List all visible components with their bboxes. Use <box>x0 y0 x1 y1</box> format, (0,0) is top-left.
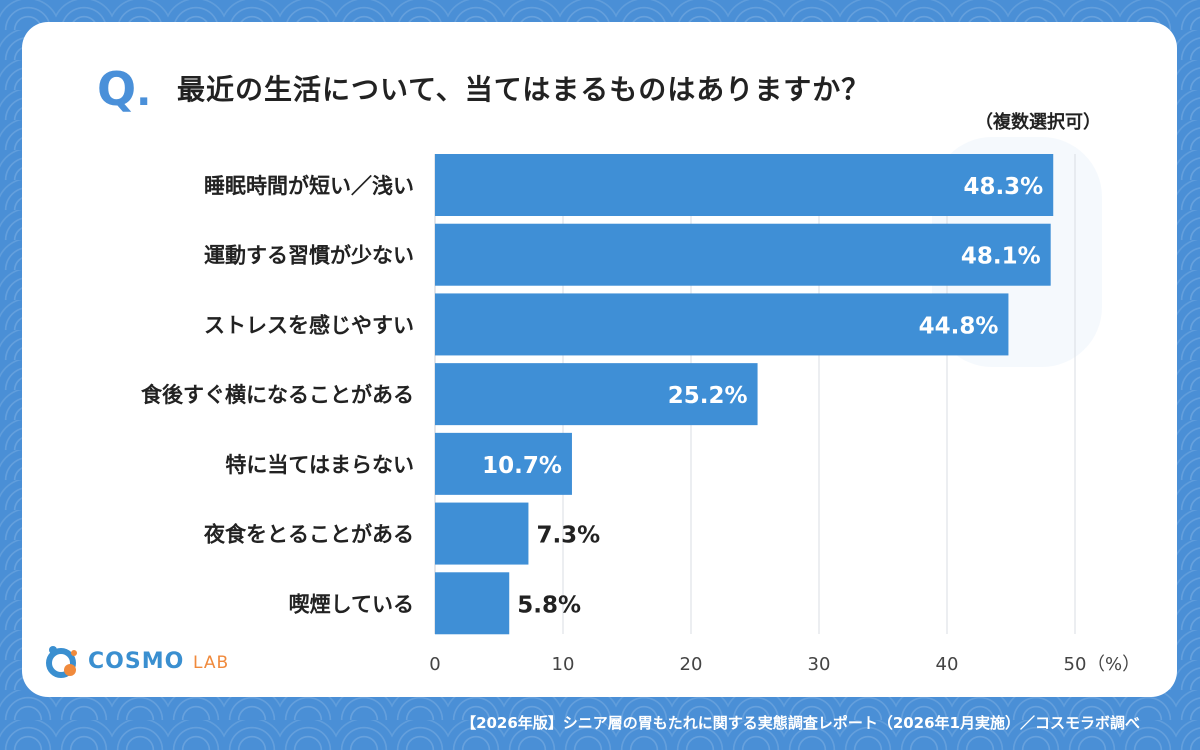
value-label: 7.3% <box>536 523 600 549</box>
category-label: ストレスを感じやすい <box>204 313 414 337</box>
value-label: 25.2% <box>668 383 748 409</box>
cosmo-lab-logo: COSMO LAB <box>44 644 229 678</box>
bar <box>435 223 1051 286</box>
bar <box>435 154 1054 216</box>
category-label: 喫煙している <box>289 592 414 616</box>
category-label: 睡眠時間が短い／浅い <box>204 174 414 198</box>
question-title: 最近の生活について、当てはまるものはありますか？ <box>177 73 871 106</box>
x-tick-label: 30 <box>808 654 831 675</box>
value-label: 48.1% <box>961 244 1041 270</box>
x-tick-label: 10 <box>552 654 575 675</box>
x-tick-label: 20 <box>680 654 703 675</box>
multiple-choice-note: （複数選択可） <box>975 112 1101 133</box>
source-footer: 【2026年版】シニア層の胃もたれに関する実態調査レポート（2026年1月実施）… <box>461 714 1140 732</box>
x-tick-label: 0 <box>429 654 440 675</box>
value-label: 5.8% <box>517 592 581 618</box>
question-mark: Q. <box>97 62 152 116</box>
category-label: 特に当てはまらない <box>225 453 414 477</box>
bars <box>435 154 1054 635</box>
bar <box>435 293 1009 356</box>
logo-text: COSMO LAB <box>88 648 230 674</box>
category-label: 夜食をとることがある <box>203 523 414 547</box>
bar <box>435 502 529 565</box>
value-label: 10.7% <box>482 453 562 479</box>
category-label: 食後すぐ横になることがある <box>141 383 414 407</box>
value-label: 44.8% <box>919 313 999 339</box>
logo-icon <box>44 644 82 678</box>
bar-chart: 0 10 20 30 40 50 （%） 睡眠時間が短い／浅い 48.3% 運動する習慣が少ない 4… <box>141 154 1140 675</box>
bar <box>435 432 572 495</box>
x-tick-label: 50 <box>1064 654 1087 675</box>
x-unit-label: （%） <box>1087 654 1140 675</box>
survey-card: Q. 最近の生活について、当てはまるものはありますか？ （複数選択可） 0 10 2… <box>22 22 1177 697</box>
x-tick-label: 40 <box>936 654 959 675</box>
value-label: 48.3% <box>963 174 1043 200</box>
bar <box>435 572 510 635</box>
labels: 0 10 20 30 40 50 （%） 睡眠時間が短い／浅い 48.3% 運動する習慣が少ない 4… <box>141 174 1140 675</box>
bar <box>435 363 758 426</box>
category-label: 運動する習慣が少ない <box>204 244 414 268</box>
